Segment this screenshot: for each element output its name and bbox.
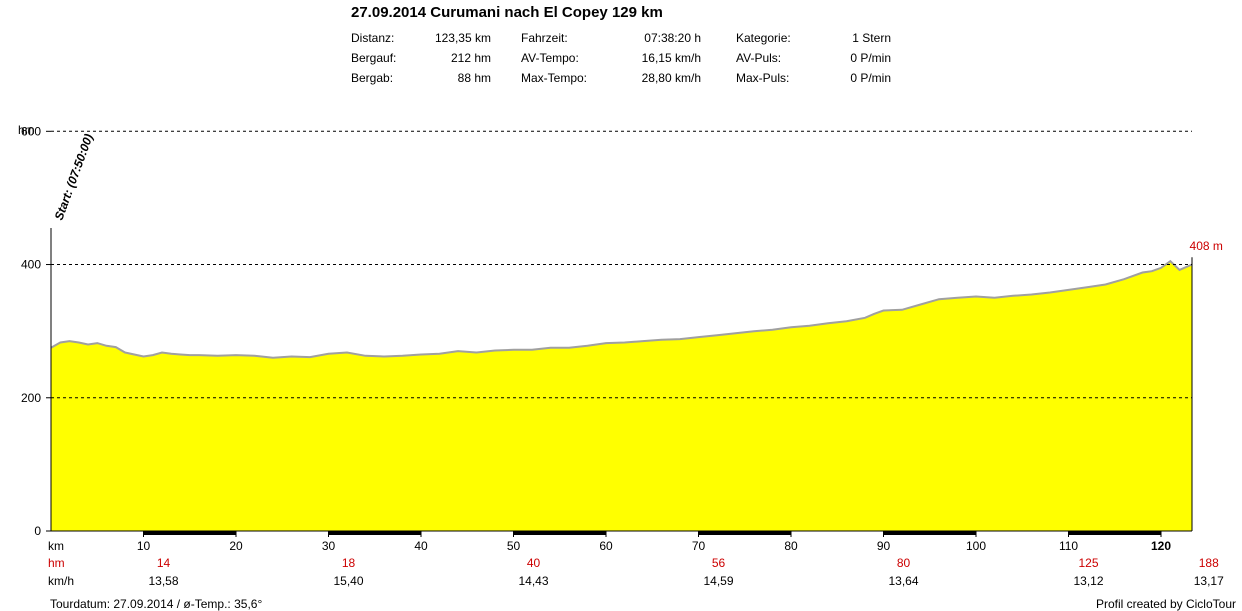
segment-hm: 125 xyxy=(1078,556,1098,570)
y-tick-label: 600 xyxy=(21,124,41,138)
x-tick-label: 80 xyxy=(784,539,798,553)
x-tick-label: 60 xyxy=(599,539,613,553)
stat-value: 212 hm xyxy=(450,51,491,65)
x-tick-label: 10 xyxy=(137,539,151,553)
stat-label: Bergauf: xyxy=(351,51,397,65)
x-tick-label: 120 xyxy=(1151,539,1171,553)
segment-hm: 40 xyxy=(527,556,541,570)
stat-value: 88 hm xyxy=(457,71,491,85)
km-bar-segment xyxy=(883,531,977,535)
stat-label: Fahrzeit: xyxy=(521,31,568,45)
stat-value: 123,35 km xyxy=(434,31,491,45)
stat-value: 07:38:20 h xyxy=(644,31,701,45)
segment-hm: 14 xyxy=(157,556,171,570)
hm-row-label: hm xyxy=(48,556,65,570)
chart-title: 27.09.2014 Curumani nach El Copey 129 km xyxy=(351,4,663,21)
stat-label: Distanz: xyxy=(351,31,395,45)
stat-label: Kategorie: xyxy=(736,31,791,45)
y-tick-label: 0 xyxy=(34,524,41,538)
y-axis-label: hm xyxy=(18,123,35,137)
stat-value: 1 Stern xyxy=(852,31,891,45)
x-tick-label: 110 xyxy=(1059,539,1078,553)
x-axis-label: km xyxy=(48,539,64,553)
stat-label: Max-Tempo: xyxy=(521,71,588,85)
stat-label: AV-Tempo: xyxy=(521,51,579,65)
elevation-line xyxy=(50,259,1193,359)
stat-label: Max-Puls: xyxy=(736,71,790,85)
x-tick-label: 50 xyxy=(507,539,521,553)
segment-hm: 188 xyxy=(1199,556,1219,570)
segment-hm: 18 xyxy=(342,556,356,570)
segment-kmh: 13,17 xyxy=(1194,574,1224,588)
y-tick-label: 200 xyxy=(21,391,41,405)
segment-kmh: 13,12 xyxy=(1073,574,1103,588)
x-tick-label: 100 xyxy=(966,539,986,553)
start-annotation: Start: (07:50:00) xyxy=(52,132,96,222)
segment-hm: 56 xyxy=(712,556,726,570)
stat-value: 0 P/min xyxy=(850,51,891,65)
km-bar-segment xyxy=(143,531,237,535)
stat-label: AV-Puls: xyxy=(736,51,782,65)
footer-left: Tourdatum: 27.09.2014 / ø-Temp.: 35,6° xyxy=(50,597,263,611)
km-bar-segment xyxy=(328,531,422,535)
x-tick-label: 30 xyxy=(322,539,336,553)
segment-hm: 80 xyxy=(897,556,911,570)
stat-value: 16,15 km/h xyxy=(641,51,701,65)
segment-kmh: 14,43 xyxy=(518,574,548,588)
x-tick-label: 70 xyxy=(692,539,706,553)
max-annotation: 408 m xyxy=(1190,239,1223,253)
km-bar-segment xyxy=(513,531,607,535)
km-bar-segment xyxy=(1068,531,1162,535)
elevation-area xyxy=(51,261,1192,531)
x-tick-label: 90 xyxy=(877,539,891,553)
segment-kmh: 14,59 xyxy=(703,574,733,588)
segment-kmh: 13,64 xyxy=(888,574,918,588)
y-tick-label: 400 xyxy=(21,258,41,272)
stat-value: 28,80 km/h xyxy=(641,71,701,85)
x-tick-label: 40 xyxy=(414,539,428,553)
stat-value: 0 P/min xyxy=(850,71,891,85)
footer-right: Profil created by CicloTour xyxy=(1095,597,1236,611)
kmh-row-label: km/h xyxy=(48,574,74,588)
segment-kmh: 15,40 xyxy=(333,574,363,588)
segment-kmh: 13,58 xyxy=(148,574,178,588)
stat-label: Bergab: xyxy=(351,71,394,85)
x-tick-label: 20 xyxy=(229,539,243,553)
km-bar-segment xyxy=(698,531,792,535)
